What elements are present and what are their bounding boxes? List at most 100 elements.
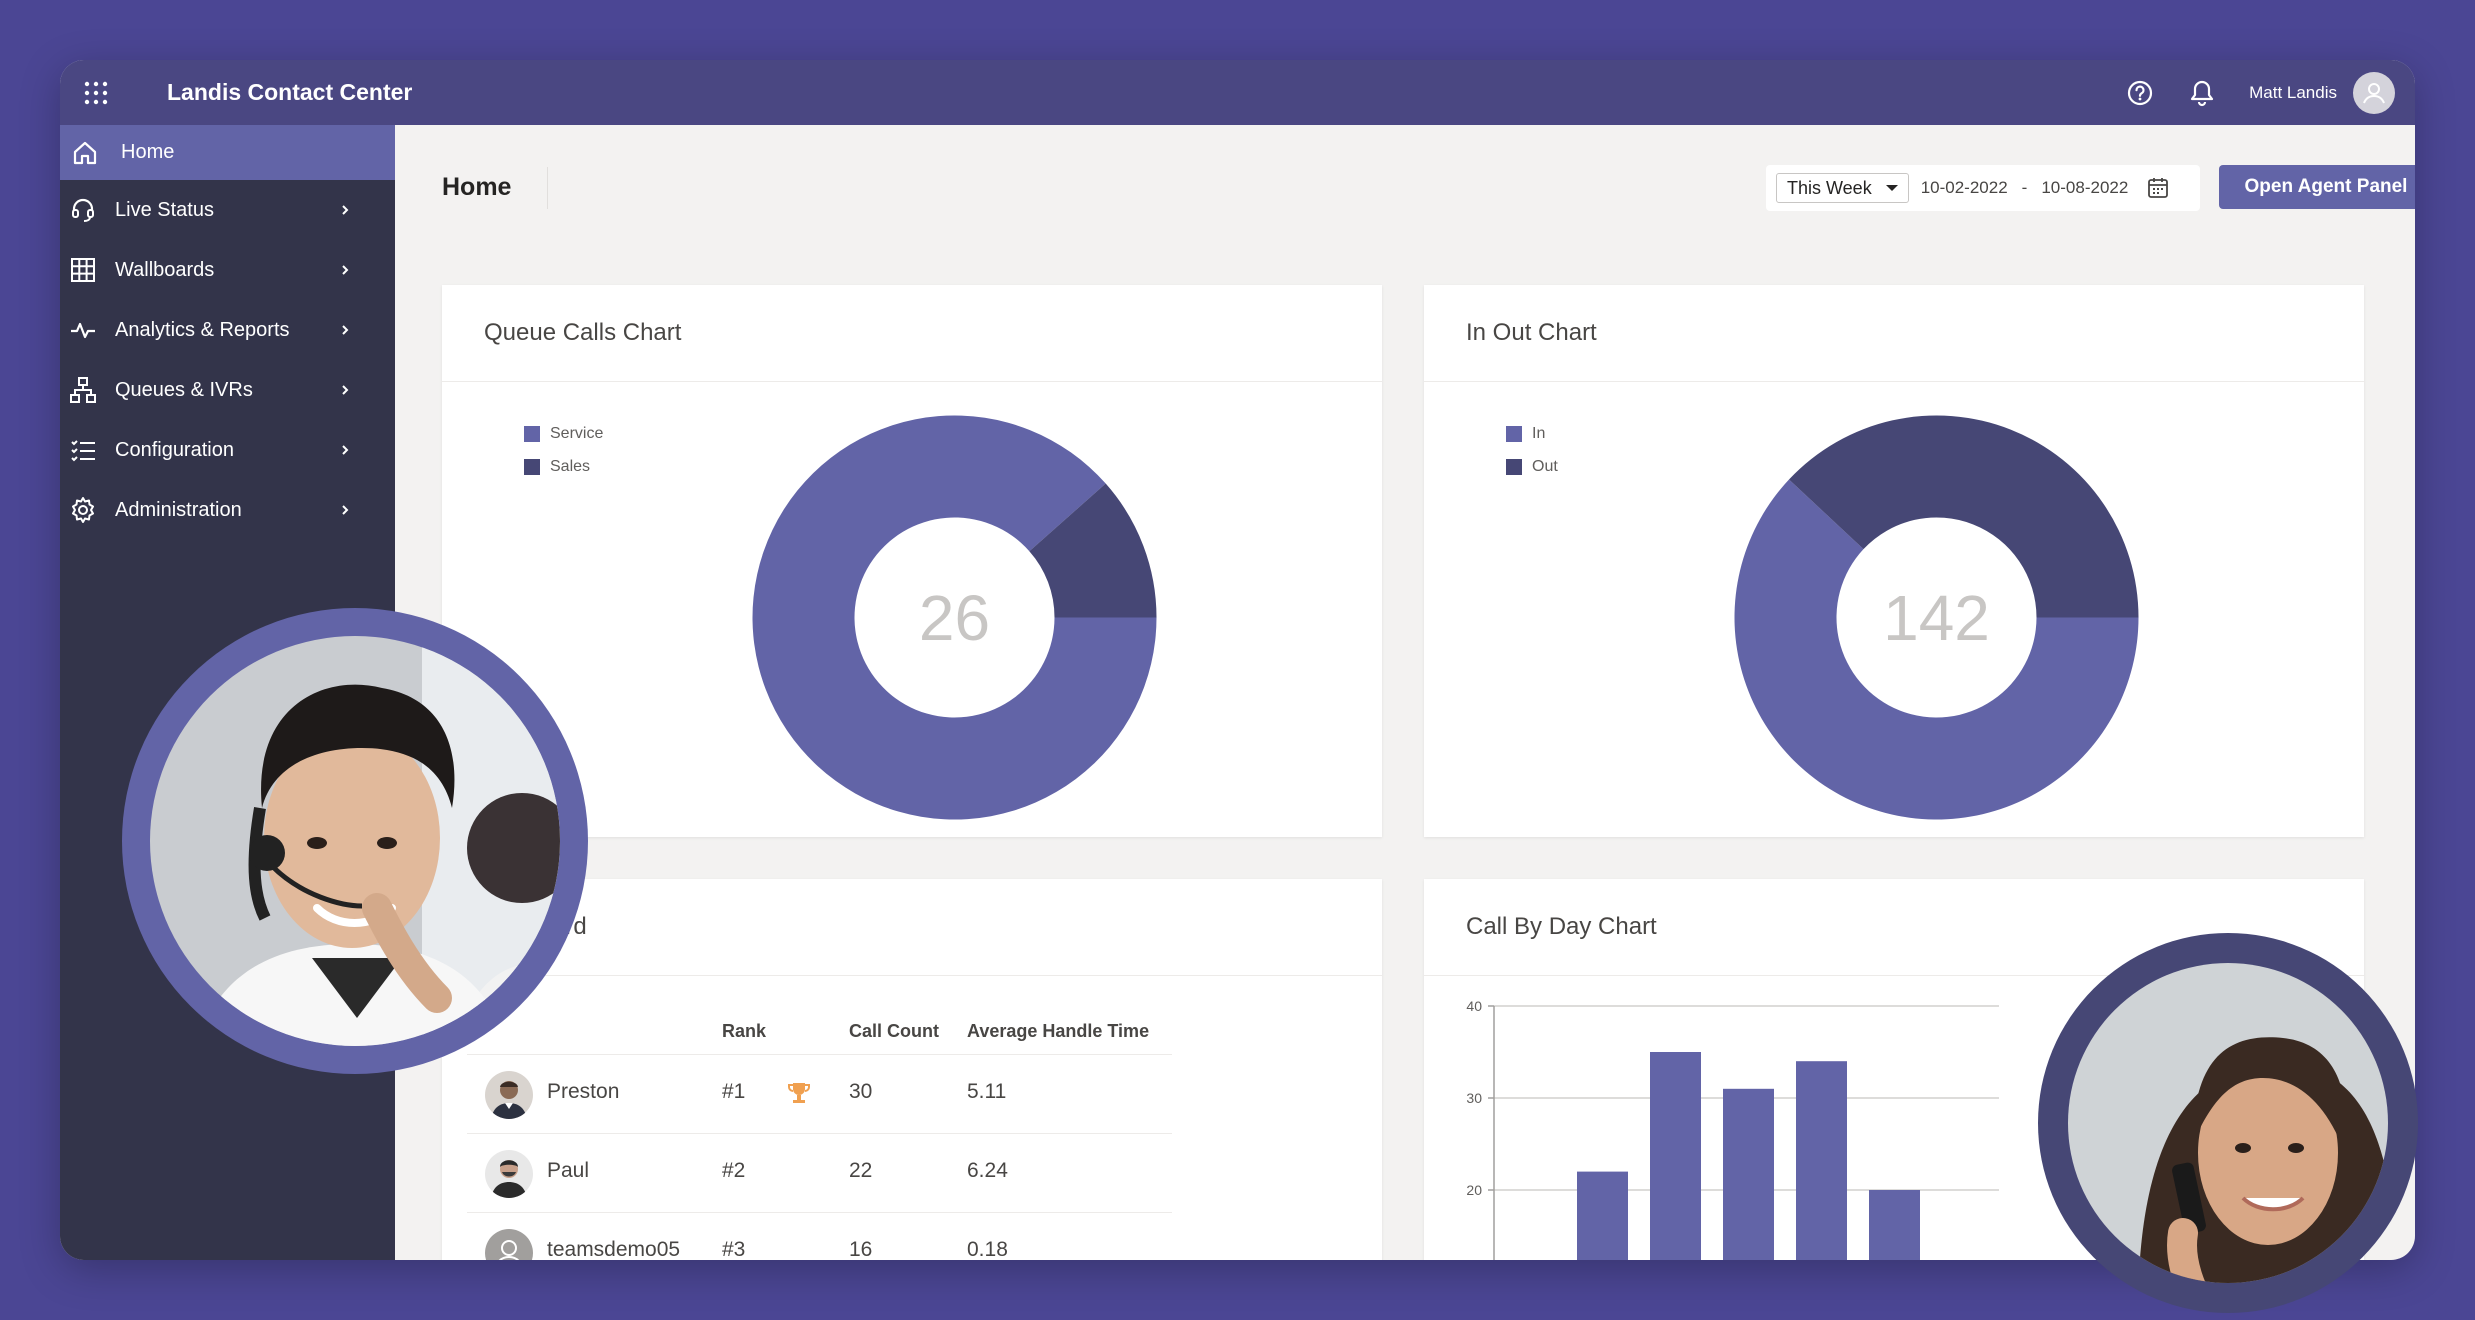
legend-item-service[interactable]: Service	[524, 417, 603, 450]
agent-rank: #3	[722, 1238, 746, 1260]
agent-call-count: 16	[849, 1238, 873, 1260]
sidebar-item-label: Configuration	[115, 438, 234, 461]
bar-0[interactable]	[1577, 1171, 1628, 1260]
chevron-right-icon	[342, 385, 349, 395]
legend-swatch	[1506, 458, 1522, 475]
leaderboard-card: ard Rank Call Count Average Handle Time …	[442, 879, 1382, 1260]
column-rank[interactable]: Rank	[722, 1021, 767, 1041]
sidebar-item-label: Live Status	[115, 198, 214, 221]
legend-item-in[interactable]: In	[1506, 417, 1558, 450]
y-tick-label: 20	[1466, 1182, 1482, 1198]
date-range-picker: This Week 10-02-2022 - 10-08-2022	[1766, 165, 2200, 211]
legend-swatch	[1506, 425, 1522, 442]
legend-label: Sales	[550, 457, 591, 475]
bar-3[interactable]	[1796, 1061, 1847, 1260]
range-select-value: This Week	[1787, 177, 1872, 198]
in-out-donut-chart	[1734, 415, 2139, 820]
legend-label: Service	[550, 424, 604, 442]
table-row[interactable]: Preston #1 30 5.11	[467, 1055, 1172, 1134]
legend-label: In	[1532, 424, 1546, 442]
org-chart-icon	[68, 375, 98, 405]
checklist-icon	[68, 435, 98, 465]
queue-donut-chart	[752, 415, 1157, 820]
agent-photo-woman-illustration	[2068, 963, 2388, 1283]
donut-slice-service[interactable]	[752, 415, 1157, 820]
legend-item-out[interactable]: Out	[1506, 450, 1558, 483]
leaderboard-table: Rank Call Count Average Handle Time Pres…	[467, 1007, 1172, 1260]
card-header	[442, 285, 1382, 382]
sidebar-item-home[interactable]: Home	[60, 125, 395, 180]
agent-aht: 6.24	[967, 1159, 1008, 1182]
sidebar-item-analytics[interactable]: Analytics & Reports	[60, 300, 395, 360]
agent-call-count: 30	[849, 1080, 873, 1103]
agent-name: Paul	[547, 1159, 590, 1182]
range-select[interactable]: This Week	[1776, 173, 1909, 203]
agent-photo-woman	[2038, 933, 2418, 1313]
chevron-right-icon	[342, 265, 349, 275]
chevron-right-icon	[342, 205, 349, 215]
chart-legend: In Out	[1506, 417, 1558, 483]
in-out-card: In Out Chart In Out 142	[1424, 285, 2364, 837]
donut-slice-sales[interactable]	[1029, 483, 1157, 618]
date-separator: -	[2021, 178, 2028, 197]
table-row[interactable]: Paul #2 22 6.24	[467, 1134, 1172, 1213]
sidebar-item-wallboards[interactable]: Wallboards	[60, 240, 395, 300]
agent-call-count: 22	[849, 1159, 873, 1182]
date-to[interactable]: 10-08-2022	[2041, 178, 2129, 197]
headset-icon	[68, 195, 98, 225]
card-header	[1424, 285, 2364, 382]
top-bar: Landis Contact Center Matt Landis	[60, 60, 2415, 125]
sidebar-item-queues[interactable]: Queues & IVRs	[60, 360, 395, 420]
legend-item-sales[interactable]: Sales	[524, 450, 603, 483]
column-aht[interactable]: Average Handle Time	[967, 1021, 1150, 1041]
card-title: In Out Chart	[1466, 319, 1597, 346]
avatar	[485, 1150, 533, 1198]
agent-aht: 5.11	[967, 1080, 1007, 1103]
y-tick-label: 40	[1466, 998, 1482, 1014]
legend-swatch	[524, 458, 540, 475]
card-header	[442, 879, 1382, 976]
app-window: Landis Contact Center Matt Landis Home	[60, 60, 2415, 1260]
app-launcher-icon[interactable]	[82, 79, 110, 107]
gear-icon	[68, 495, 98, 525]
column-call-count[interactable]: Call Count	[849, 1021, 939, 1041]
legend-label: Out	[1532, 457, 1558, 475]
card-title: Call By Day Chart	[1466, 913, 1657, 940]
agent-name: Preston	[547, 1080, 620, 1103]
agent-rank: #1	[722, 1080, 746, 1103]
bar-1[interactable]	[1650, 1052, 1701, 1260]
user-avatar[interactable]	[2353, 71, 2395, 114]
open-agent-panel-button[interactable]: Open Agent Panel	[2219, 165, 2415, 209]
grid-icon	[68, 255, 98, 285]
caret-down-icon	[1885, 185, 1898, 191]
bell-icon[interactable]	[2187, 78, 2217, 108]
donut-slice-in[interactable]	[1734, 479, 2139, 820]
help-icon[interactable]	[2125, 78, 2155, 108]
sidebar-item-live-status[interactable]: Live Status	[60, 180, 395, 240]
sidebar-item-label: Analytics & Reports	[115, 318, 290, 341]
sidebar-item-label: Queues & IVRs	[115, 378, 253, 401]
date-from[interactable]: 10-02-2022	[1920, 178, 2008, 197]
sidebar-item-administration[interactable]: Administration	[60, 480, 395, 540]
chevron-right-icon	[342, 325, 349, 335]
donut-slice-out[interactable]	[1789, 415, 2139, 618]
top-right-controls: Matt Landis	[2125, 60, 2395, 125]
card-header	[1424, 879, 2364, 976]
donut-total: 142	[1883, 581, 1990, 654]
sidebar-item-label: Administration	[115, 498, 242, 521]
card-title: Queue Calls Chart	[484, 319, 682, 346]
title-divider	[547, 167, 548, 209]
calendar-icon[interactable]	[2146, 176, 2170, 200]
sidebar-item-configuration[interactable]: Configuration	[60, 420, 395, 480]
donut-total: 26	[918, 581, 991, 654]
chevron-right-icon	[342, 505, 349, 515]
user-name[interactable]: Matt Landis	[2249, 82, 2337, 102]
table-row[interactable]: teamsdemo05 #3 16 0.18	[467, 1213, 1172, 1260]
bar-4[interactable]	[1869, 1190, 1920, 1260]
y-tick-label: 30	[1466, 1090, 1482, 1106]
sidebar-item-label: Home	[121, 141, 175, 163]
legend-swatch	[524, 425, 540, 442]
chevron-right-icon	[342, 445, 349, 455]
bar-2[interactable]	[1723, 1088, 1774, 1260]
